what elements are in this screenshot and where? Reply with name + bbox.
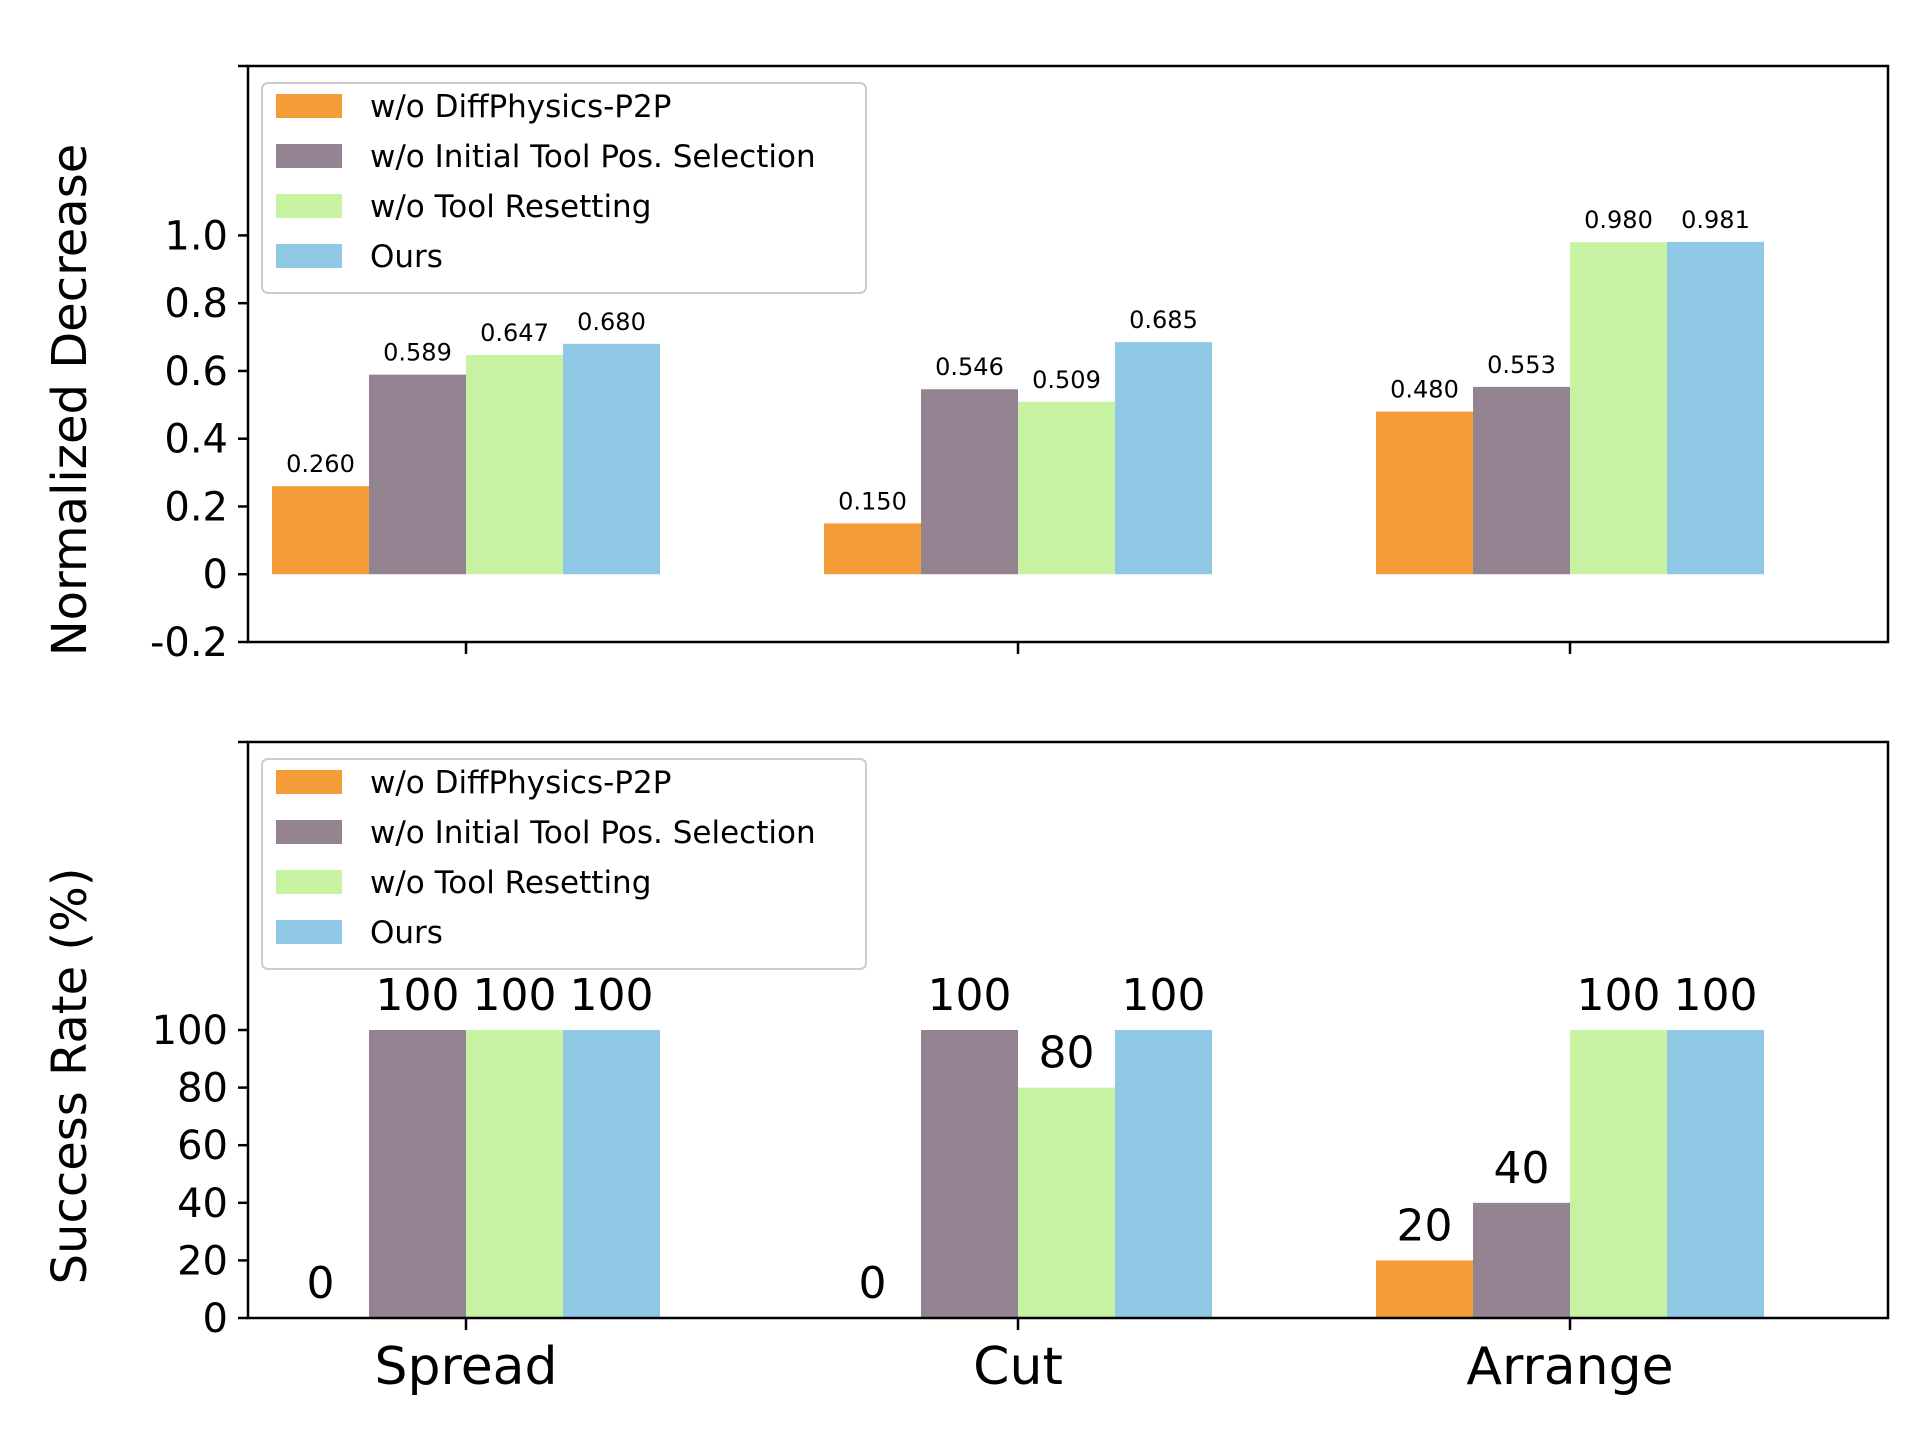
legend-label-ours: Ours bbox=[370, 239, 443, 275]
bar-w-o-initial-tool-pos-selection-arrange bbox=[1473, 386, 1570, 575]
legend-swatch-w-o-tool-resetting bbox=[276, 870, 342, 894]
bar-w-o-initial-tool-pos-selection-cut bbox=[921, 389, 1018, 575]
y-tick-label: 1.0 bbox=[164, 213, 228, 259]
y-tick-label: 0 bbox=[203, 552, 228, 598]
legend-box bbox=[261, 758, 867, 970]
bar-w-o-tool-resetting-spread bbox=[466, 1030, 563, 1318]
legend: w/o DiffPhysics-P2P w/o Initial Tool Pos.… bbox=[261, 758, 867, 970]
value-label-ours-arrange: 100 bbox=[1674, 970, 1758, 1021]
bar-ours-spread bbox=[563, 1030, 660, 1318]
bar-w-o-diffphysics-p2p-arrange bbox=[1376, 1260, 1473, 1318]
legend-swatch-ours bbox=[276, 244, 342, 268]
legend-label-w-o-initial-tool-pos-selection: w/o Initial Tool Pos. Selection bbox=[370, 815, 816, 851]
y-tick-label: 0 bbox=[203, 1296, 228, 1342]
bar-ours-spread bbox=[563, 343, 660, 575]
y-tick-label: 0.4 bbox=[164, 417, 228, 463]
value-label-w-o-tool-resetting-cut: 0.509 bbox=[1032, 366, 1101, 394]
legend-label-w-o-diffphysics-p2p: w/o DiffPhysics-P2P bbox=[370, 765, 671, 801]
bar-w-o-tool-resetting-cut bbox=[1018, 1087, 1115, 1318]
value-label-ours-cut: 0.685 bbox=[1129, 306, 1198, 334]
value-label-w-o-tool-resetting-arrange: 100 bbox=[1577, 970, 1661, 1021]
bar-w-o-initial-tool-pos-selection-cut bbox=[921, 1030, 1018, 1318]
value-label-ours-spread: 100 bbox=[570, 970, 654, 1021]
value-label-w-o-tool-resetting-spread: 100 bbox=[473, 970, 557, 1021]
axes-frame bbox=[246, 64, 1890, 644]
value-label-w-o-tool-resetting-spread: 0.647 bbox=[480, 319, 549, 347]
value-label-w-o-initial-tool-pos-selection-spread: 0.589 bbox=[383, 339, 452, 367]
bar-w-o-diffphysics-p2p-arrange bbox=[1376, 411, 1473, 575]
value-label-w-o-tool-resetting-arrange: 0.980 bbox=[1584, 206, 1653, 234]
value-label-w-o-initial-tool-pos-selection-spread: 100 bbox=[376, 970, 460, 1021]
chart-panel-2: 0 0 20 100 100 40 100 80 100 100 100 100 0 20 40 60 80 10… bbox=[42, 740, 1890, 1397]
y-axis-label: Normalized Decrease bbox=[42, 144, 98, 657]
legend-label-w-o-diffphysics-p2p: w/o DiffPhysics-P2P bbox=[370, 89, 671, 125]
bar-w-o-initial-tool-pos-selection-spread bbox=[369, 1030, 466, 1318]
legend-swatch-w-o-initial-tool-pos-selection bbox=[276, 144, 342, 168]
legend-swatch-w-o-diffphysics-p2p bbox=[276, 770, 342, 794]
y-axis-label: Success Rate (%) bbox=[42, 868, 98, 1285]
legend-box bbox=[261, 82, 867, 294]
value-label-w-o-diffphysics-p2p-arrange: 0.480 bbox=[1390, 376, 1459, 404]
legend-label-w-o-tool-resetting: w/o Tool Resetting bbox=[370, 189, 651, 225]
y-tick-label: 0.8 bbox=[164, 281, 228, 327]
legend: w/o DiffPhysics-P2P w/o Initial Tool Pos.… bbox=[261, 82, 867, 294]
value-label-w-o-diffphysics-p2p-spread: 0 bbox=[307, 1258, 335, 1309]
bar-w-o-tool-resetting-cut bbox=[1018, 401, 1115, 575]
value-label-w-o-initial-tool-pos-selection-arrange: 0.553 bbox=[1487, 351, 1556, 379]
legend-swatch-w-o-initial-tool-pos-selection bbox=[276, 820, 342, 844]
value-label-w-o-diffphysics-p2p-spread: 0.260 bbox=[286, 450, 355, 478]
bar-ours-cut bbox=[1115, 342, 1212, 575]
bar-ours-arrange bbox=[1667, 1030, 1764, 1318]
category-label-arrange: Arrange bbox=[1466, 1337, 1673, 1397]
legend-swatch-w-o-tool-resetting bbox=[276, 194, 342, 218]
value-label-w-o-diffphysics-p2p-arrange: 20 bbox=[1397, 1200, 1453, 1251]
value-label-w-o-diffphysics-p2p-cut: 0 bbox=[859, 1258, 887, 1309]
value-label-w-o-initial-tool-pos-selection-cut: 100 bbox=[928, 970, 1012, 1021]
bar-w-o-tool-resetting-arrange bbox=[1570, 1030, 1667, 1318]
value-label-w-o-tool-resetting-cut: 80 bbox=[1039, 1028, 1095, 1079]
chart-panel-1: 0.260 0.150 0.480 0.589 0.546 0.553 0.647 0.509… bbox=[42, 64, 1890, 666]
bar-w-o-tool-resetting-arrange bbox=[1570, 242, 1667, 575]
y-tick-label: 100 bbox=[152, 1008, 228, 1054]
bar-ours-arrange bbox=[1667, 241, 1764, 575]
y-tick-label: 0.6 bbox=[164, 349, 228, 395]
legend-swatch-ours bbox=[276, 920, 342, 944]
value-label-ours-arrange: 0.981 bbox=[1681, 206, 1750, 234]
bar-w-o-initial-tool-pos-selection-arrange bbox=[1473, 1202, 1570, 1318]
value-label-w-o-initial-tool-pos-selection-arrange: 40 bbox=[1494, 1143, 1550, 1194]
y-tick-label: 60 bbox=[177, 1123, 228, 1169]
legend-label-w-o-initial-tool-pos-selection: w/o Initial Tool Pos. Selection bbox=[370, 139, 816, 175]
category-label-cut: Cut bbox=[973, 1337, 1063, 1397]
legend-label-ours: Ours bbox=[370, 915, 443, 951]
bar-w-o-diffphysics-p2p-cut bbox=[824, 523, 921, 575]
category-label-spread: Spread bbox=[374, 1337, 557, 1397]
value-label-w-o-initial-tool-pos-selection-cut: 0.546 bbox=[935, 353, 1004, 381]
y-tick-label: 40 bbox=[177, 1181, 228, 1227]
bar-w-o-initial-tool-pos-selection-spread bbox=[369, 374, 466, 575]
value-label-ours-cut: 100 bbox=[1122, 970, 1206, 1021]
value-label-ours-spread: 0.680 bbox=[577, 308, 646, 336]
bar-ours-cut bbox=[1115, 1030, 1212, 1318]
legend-swatch-w-o-diffphysics-p2p bbox=[276, 94, 342, 118]
y-tick-label: 80 bbox=[177, 1066, 228, 1112]
bar-w-o-diffphysics-p2p-spread bbox=[272, 486, 369, 575]
bar-w-o-tool-resetting-spread bbox=[466, 355, 563, 575]
legend-label-w-o-tool-resetting: w/o Tool Resetting bbox=[370, 865, 651, 901]
y-tick-label: 20 bbox=[177, 1238, 228, 1284]
y-tick-label: -0.2 bbox=[150, 620, 228, 666]
value-label-w-o-diffphysics-p2p-cut: 0.150 bbox=[838, 487, 907, 515]
y-tick-label: 0.2 bbox=[164, 484, 228, 530]
